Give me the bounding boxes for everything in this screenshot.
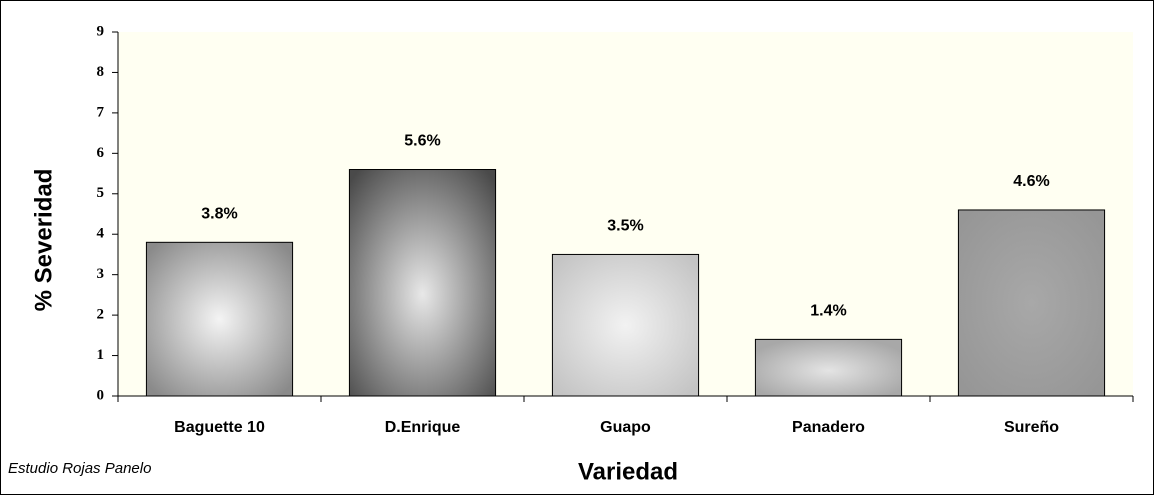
y-tick-label: 9 xyxy=(97,23,105,39)
y-tick-label: 0 xyxy=(97,387,105,403)
annotation: Estudio Rojas Panelo xyxy=(8,460,151,477)
y-tick-label: 4 xyxy=(97,226,105,242)
y-tick-label: 1 xyxy=(97,347,105,363)
y-tick-label: 7 xyxy=(97,104,105,120)
x-axis-label: Variedad xyxy=(578,458,678,485)
x-tick-label: Panadero xyxy=(792,419,865,436)
bar xyxy=(957,209,1106,397)
value-label: 4.6% xyxy=(1013,173,1049,190)
y-tick-label: 5 xyxy=(97,185,105,201)
value-label: 1.4% xyxy=(810,303,846,320)
bar xyxy=(754,338,903,397)
bar xyxy=(551,253,700,397)
y-tick-label: 3 xyxy=(97,266,105,282)
value-label: 5.6% xyxy=(404,133,440,150)
x-tick-label: Sureño xyxy=(1004,419,1059,436)
value-label: 3.5% xyxy=(607,218,643,235)
y-axis-label: % Severidad xyxy=(30,169,57,312)
bar xyxy=(348,169,497,397)
value-label: 3.8% xyxy=(201,206,237,223)
x-tick-label: Baguette 10 xyxy=(174,419,265,436)
y-tick-label: 6 xyxy=(97,145,105,161)
y-tick-label: 2 xyxy=(97,307,105,323)
x-tick-label: D.Enrique xyxy=(385,419,461,436)
bar xyxy=(145,241,294,397)
y-tick-label: 8 xyxy=(97,64,105,80)
x-tick-label: Guapo xyxy=(600,419,651,436)
